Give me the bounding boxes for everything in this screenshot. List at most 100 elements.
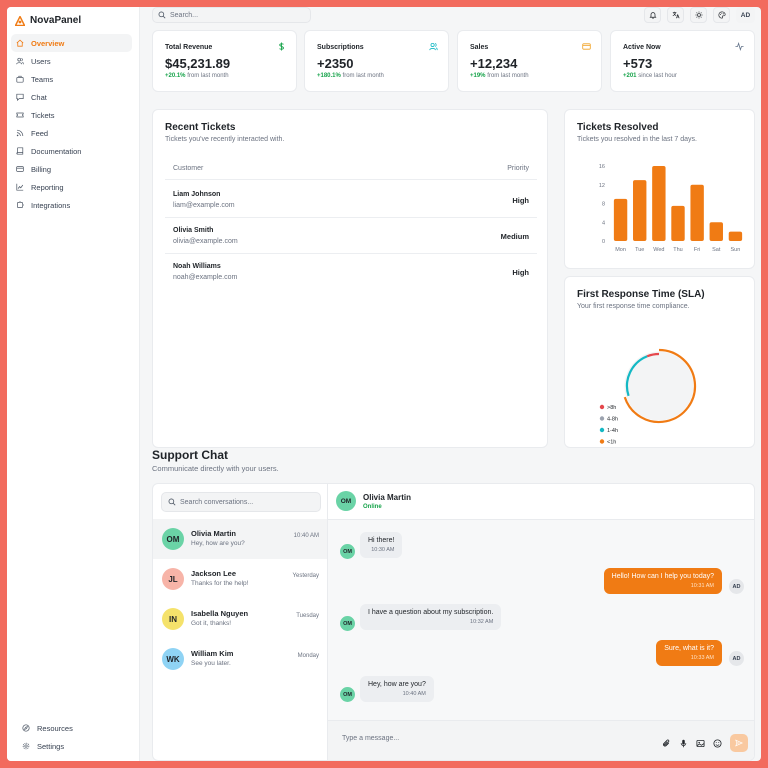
avatar: OM: [340, 544, 355, 559]
sidebar-item-label: Users: [31, 56, 51, 66]
message-input[interactable]: Type a message...: [342, 735, 400, 742]
user-avatar[interactable]: AD: [736, 7, 755, 23]
image-icon[interactable]: [696, 739, 705, 748]
sidebar-item-label: Integrations: [31, 200, 71, 210]
bar-sun[interactable]: [728, 231, 743, 241]
stat-card-total-revenue: Total Revenue $45,231.89 +20.1% from las…: [152, 30, 297, 92]
section-subtitle: Communicate directly with your users.: [152, 464, 279, 473]
dollar-icon: [279, 42, 284, 51]
briefcase-icon: [16, 75, 24, 83]
conversation-item[interactable]: IN Isabella Nguyen Got it, thanks! Tuesd…: [153, 599, 327, 639]
theme-toggle-button[interactable]: [690, 7, 707, 23]
bar-tue[interactable]: [633, 180, 647, 241]
palette-button[interactable]: [713, 7, 730, 23]
message-bubble: Hey, how are you? 10:40 AM: [360, 676, 434, 702]
x-tick-label: Fri: [694, 247, 700, 253]
global-search-input[interactable]: Search...: [152, 7, 311, 23]
app-name: NovaPanel: [30, 15, 82, 26]
customer-name: Noah Williams: [173, 263, 221, 270]
bar-mon[interactable]: [613, 198, 628, 241]
table-row[interactable]: Liam Johnson liam@example.com High: [165, 182, 537, 218]
conversation-search-input[interactable]: Search conversations...: [161, 492, 321, 512]
table-row[interactable]: Noah Williams noah@example.com High: [165, 254, 537, 290]
legend-swatch: [599, 404, 605, 410]
y-tick-label: 12: [599, 183, 605, 189]
last-message: See you later.: [191, 660, 231, 667]
microphone-icon[interactable]: [679, 739, 688, 748]
users-icon: [429, 42, 438, 51]
notifications-button[interactable]: [644, 7, 661, 23]
rss-icon: [16, 129, 24, 137]
sidebar-item-documentation[interactable]: Documentation: [11, 142, 132, 160]
message-composer: Type a message...: [328, 720, 754, 760]
stat-value: +573: [623, 56, 653, 71]
sidebar-item-overview[interactable]: Overview: [11, 34, 132, 52]
stat-delta-text: since last hour: [638, 73, 677, 79]
message-time: Tuesday: [296, 613, 319, 619]
bar-fri[interactable]: [690, 184, 704, 241]
stat-delta-value: +19%: [470, 73, 486, 79]
sidebar-item-settings[interactable]: Settings: [17, 737, 133, 755]
language-button[interactable]: [667, 7, 684, 23]
paperclip-icon[interactable]: [662, 739, 671, 748]
sidebar-item-integrations[interactable]: Integrations: [11, 196, 132, 214]
credit-card-icon: [582, 43, 591, 50]
support-chat-card: Search conversations... OM Olivia Martin…: [152, 483, 755, 761]
sun-icon: [694, 11, 703, 19]
message-time: Monday: [297, 653, 319, 659]
card-subtitle: Your first response time compliance.: [577, 303, 690, 310]
stat-delta-value: +180.1%: [317, 73, 341, 79]
emoji-icon[interactable]: [713, 738, 722, 748]
brand[interactable]: NovaPanel: [15, 15, 81, 26]
sidebar-item-billing[interactable]: Billing: [11, 160, 132, 178]
stat-delta: +19% from last month: [470, 73, 529, 79]
sidebar-item-resources[interactable]: Resources: [17, 719, 133, 737]
sidebar-item-chat[interactable]: Chat: [11, 88, 132, 106]
send-button[interactable]: [730, 734, 748, 752]
tickets-resolved-card: Tickets Resolved Tickets you resolved in…: [564, 109, 755, 269]
sidebar-item-teams[interactable]: Teams: [11, 70, 132, 88]
sla-chart: >8h 4-8h 1-4h <1h: [599, 348, 697, 446]
bell-icon: [648, 12, 657, 19]
message-bubble: Hi there! 10:30 AM: [360, 532, 403, 558]
conversation-item[interactable]: JL Jackson Lee Thanks for the help! Yest…: [153, 559, 327, 599]
x-tick-label: Mon: [615, 247, 626, 253]
card-subtitle: Tickets you've recently interacted with.: [165, 136, 285, 143]
sidebar-item-users[interactable]: Users: [11, 52, 132, 70]
search-placeholder: Search conversations...: [180, 498, 254, 506]
stat-delta-text: from last month: [187, 73, 229, 79]
x-tick-label: Thu: [673, 247, 682, 253]
card-subtitle: Tickets you resolved in the last 7 days.: [577, 136, 697, 143]
bar-wed[interactable]: [652, 166, 666, 241]
bar-sat[interactable]: [709, 222, 723, 241]
legend-label: 1-4h: [607, 428, 618, 434]
last-message: Hey, how are you?: [191, 540, 245, 547]
stat-value: $45,231.89: [165, 56, 231, 71]
y-tick-label: 16: [599, 164, 605, 170]
contact-name: William Kim: [191, 649, 234, 658]
thread-header: OM Olivia Martin Online: [328, 484, 754, 520]
sidebar-item-feed[interactable]: Feed: [11, 124, 132, 142]
bar-thu[interactable]: [671, 205, 685, 241]
conversation-item[interactable]: WK William Kim See you later. Monday: [153, 639, 327, 679]
conversation-item[interactable]: OM Olivia Martin Hey, how are you? 10:40…: [153, 519, 327, 559]
slice-8h[interactable]: [646, 352, 660, 358]
message-text: Hey, how are you?: [368, 681, 426, 688]
stat-card-subscriptions: Subscriptions +2350 +180.1% from last mo…: [304, 30, 449, 92]
section-title: Support Chat: [152, 448, 228, 462]
sidebar-item-reporting[interactable]: Reporting: [11, 178, 132, 196]
stat-delta-value: +201: [623, 73, 637, 79]
stat-delta-text: from last month: [342, 73, 384, 79]
table-row[interactable]: Olivia Smith olivia@example.com Medium: [165, 218, 537, 254]
stat-value: +12,234: [470, 56, 518, 71]
stat-delta-value: +20.1%: [165, 73, 186, 79]
customer-email: liam@example.com: [173, 202, 235, 209]
slice-14h[interactable]: [625, 355, 648, 397]
slice-1h[interactable]: [623, 348, 697, 424]
sidebar-item-label: Feed: [31, 128, 49, 138]
stat-title: Total Revenue: [165, 44, 213, 51]
sidebar-item-label: Overview: [31, 38, 65, 48]
sidebar-item-tickets[interactable]: Tickets: [11, 106, 132, 124]
avatar: OM: [336, 491, 356, 511]
column-header-customer: Customer: [173, 165, 204, 172]
